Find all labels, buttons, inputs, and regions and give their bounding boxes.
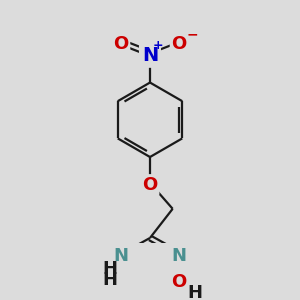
Text: N: N — [113, 247, 128, 265]
Text: O: O — [113, 35, 128, 53]
Text: N: N — [142, 46, 158, 65]
Text: H: H — [102, 260, 117, 278]
Text: O: O — [142, 176, 158, 194]
Text: H: H — [102, 272, 117, 290]
Text: H: H — [188, 284, 203, 300]
Text: +: + — [153, 39, 164, 52]
Text: −: − — [186, 27, 198, 41]
Text: O: O — [172, 35, 187, 53]
Text: O: O — [172, 273, 187, 291]
Text: N: N — [172, 247, 187, 265]
